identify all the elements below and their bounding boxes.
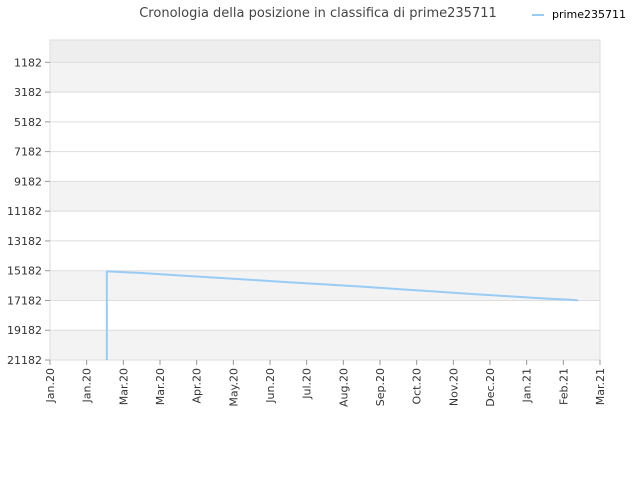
- plot-band: [50, 151, 600, 182]
- x-tick-label: May.20: [227, 368, 240, 407]
- x-tick-label: Jan.20: [44, 368, 57, 403]
- series-line-prime235711: [105, 270, 579, 360]
- chart-title: Cronologia della posizione in classifica…: [139, 6, 497, 21]
- plot-band: [50, 62, 600, 93]
- y-tick-label: 17182: [7, 294, 42, 307]
- y-tick-label: 7182: [14, 146, 42, 159]
- x-tick-label: Mar.20: [117, 368, 130, 405]
- legend-label: prime235711: [552, 8, 626, 21]
- plot-band: [50, 92, 600, 122]
- y-tick-label: 21182: [7, 354, 42, 367]
- x-tick-label: Sep.20: [374, 368, 387, 406]
- y-tick-label: 19182: [7, 324, 42, 337]
- y-tick-label: 1182: [14, 56, 42, 69]
- grid-lines: [49, 39, 601, 361]
- y-axis: 1182 3182 5182 7182 9182 11182 13182 15182 17182…: [7, 56, 50, 367]
- plot-border: [49, 39, 601, 361]
- x-tick-label: Jun.20: [264, 368, 277, 404]
- x-tick-label: Dec.20: [484, 368, 497, 407]
- plot-band: [50, 211, 600, 241]
- plot-band: [50, 330, 600, 360]
- y-tick-label: 11182: [7, 205, 42, 218]
- plot-band: [50, 40, 600, 63]
- y-tick-label: 5182: [14, 116, 42, 129]
- legend: prime235711: [532, 8, 626, 21]
- x-tick-label: Feb.21: [557, 368, 570, 405]
- x-tick-label: Oct.20: [411, 368, 424, 405]
- x-tick-label: Aug.20: [337, 368, 350, 407]
- plot-band: [50, 300, 600, 331]
- x-tick-label: Jul.20: [301, 368, 314, 400]
- y-tick-label: 9182: [14, 175, 42, 188]
- x-tick-label: Nov.20: [447, 368, 460, 406]
- plot-band: [50, 240, 600, 271]
- plot-band: [50, 181, 600, 212]
- y-tick-label: 15182: [7, 265, 42, 278]
- x-tick-label: Apr.20: [191, 368, 204, 404]
- x-tick-label: Mar.21: [594, 368, 607, 405]
- x-tick-label: Jan.21: [521, 368, 534, 403]
- x-tick-label: Jan.20: [81, 368, 94, 403]
- plot-band: [50, 121, 600, 152]
- x-axis: Jan.20 Jan.20 Mar.20 Mar.20 Apr.20 May.20 Jun.…: [44, 360, 607, 407]
- y-tick-label: 13182: [7, 235, 42, 248]
- series-layer: [105, 270, 579, 360]
- y-tick-label: 3182: [14, 86, 42, 99]
- x-tick-label: Mar.20: [154, 368, 167, 405]
- plot-bands: [50, 40, 600, 360]
